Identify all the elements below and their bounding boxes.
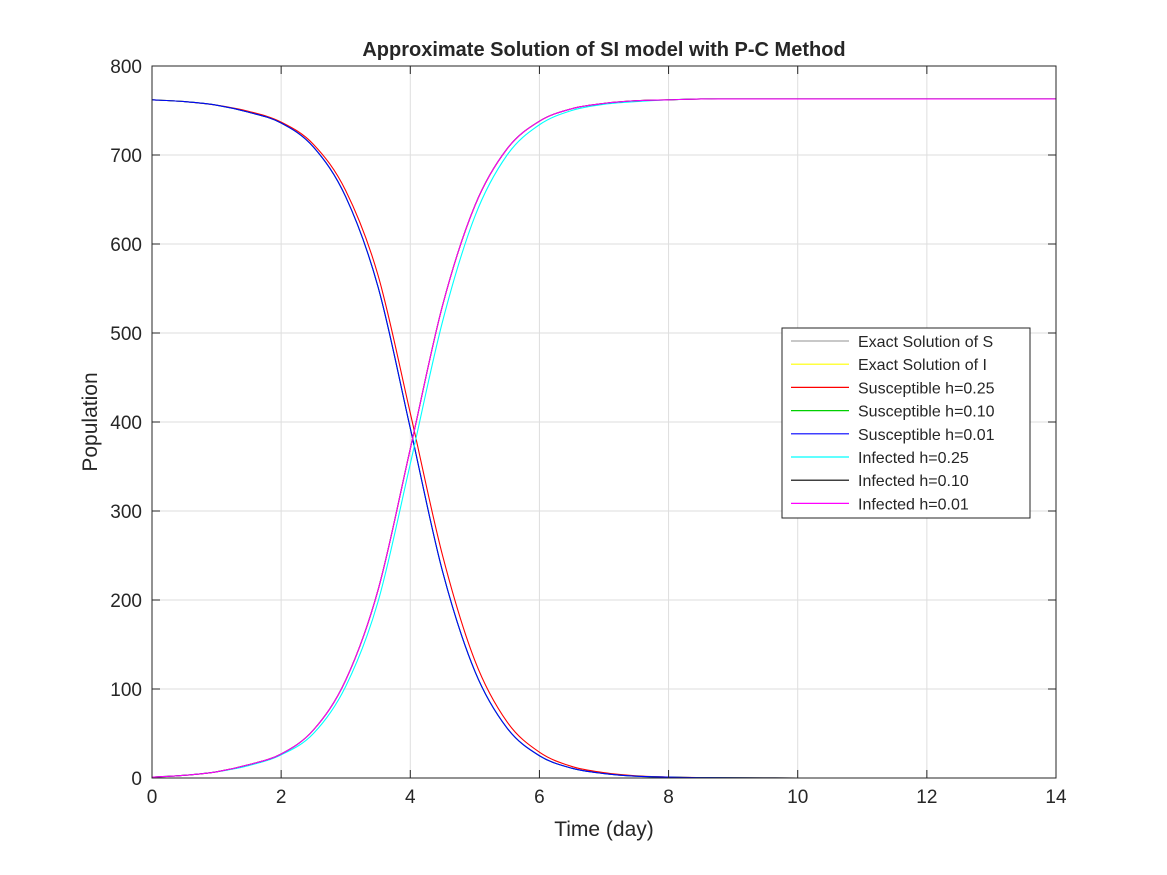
legend-label-exact-solution-of-i: Exact Solution of I <box>858 357 987 374</box>
x-tick-label: 14 <box>1045 787 1067 808</box>
legend-label-infected-h-0-25: Infected h=0.25 <box>858 450 969 467</box>
y-tick-label: 400 <box>110 413 142 434</box>
x-tick-label: 2 <box>276 787 287 808</box>
legend-label-exact-solution-of-s: Exact Solution of S <box>858 334 993 351</box>
x-tick-label: 6 <box>534 787 545 808</box>
y-tick-label: 300 <box>110 502 142 523</box>
y-tick-label: 100 <box>110 680 142 701</box>
x-axis-label: Time (day) <box>554 818 654 841</box>
legend-label-susceptible-h-0-25: Susceptible h=0.25 <box>858 380 995 397</box>
x-tick-label: 8 <box>663 787 674 808</box>
legend-label-susceptible-h-0-01: Susceptible h=0.01 <box>858 427 995 444</box>
x-tick-label: 10 <box>787 787 808 808</box>
axis-ticks: 0 2 4 6 8 10 12 14 0 100 200 300 400 500 600 700 800 <box>110 57 1067 808</box>
legend-box <box>781 327 1031 519</box>
y-tick-label: 600 <box>110 235 142 256</box>
legend-label-susceptible-h-0-10: Susceptible h=0.10 <box>858 404 995 421</box>
x-tick-label: 0 <box>147 787 158 808</box>
legend: Exact Solution of S Exact Solution of I Su… <box>781 327 1031 519</box>
x-tick-label: 4 <box>405 787 416 808</box>
series-line-infected-h-0-01 <box>151 98 1056 778</box>
grid-lines <box>152 66 1056 778</box>
y-tick-label: 200 <box>110 591 142 612</box>
legend-label-infected-h-0-10: Infected h=0.10 <box>858 473 969 490</box>
y-tick-label: 800 <box>110 57 142 78</box>
y-tick-label: 700 <box>110 146 142 167</box>
y-tick-label: 0 <box>131 769 142 790</box>
y-axis-label: Population <box>79 372 102 471</box>
legend-label-infected-h-0-01: Infected h=0.01 <box>858 496 969 513</box>
y-tick-label: 500 <box>110 324 142 345</box>
chart-title: Approximate Solution of SI model with P-… <box>362 39 845 61</box>
x-tick-label: 12 <box>916 787 937 808</box>
